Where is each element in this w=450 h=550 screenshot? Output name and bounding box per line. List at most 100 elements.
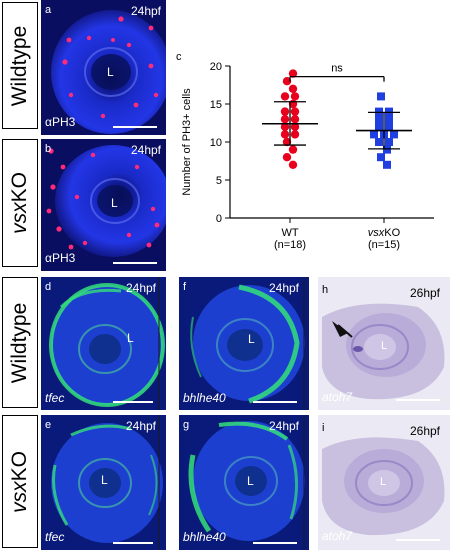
ko-data-point	[377, 153, 385, 162]
timepoint-label-h: 26hpf	[409, 286, 440, 300]
scale-bar-d	[113, 401, 153, 403]
scale-bar-h	[396, 399, 440, 401]
lumen-label-b: L	[111, 196, 118, 210]
panel-letter-f: f	[183, 281, 187, 293]
micrograph-panel-b: b 24hpf L αPH3	[41, 139, 166, 271]
panel-letter-b: b	[45, 143, 52, 155]
lumen-label-a: L	[107, 65, 114, 79]
gene-italic: vsx	[8, 202, 31, 234]
lumen-label-e: L	[101, 473, 108, 487]
y-axis-label: Number of PH3+ cells	[181, 88, 193, 196]
wt-data-point	[290, 130, 300, 139]
wt-data-point	[282, 77, 292, 86]
panel-letter-g: g	[183, 419, 190, 431]
row-label-vsxko-bottom: vsxKO	[2, 415, 38, 548]
panel-letter-a: a	[45, 4, 52, 16]
timepoint-label-d: 24hpf	[125, 281, 156, 295]
lumen-label-d: L	[127, 331, 134, 345]
stain-label-b: αPH3	[45, 251, 76, 265]
group-label: vsxKO	[368, 227, 401, 239]
stain-label-d: tfec	[45, 391, 65, 405]
row-label-text: vsxKO	[8, 172, 32, 234]
stain-label-f: bhlhe40	[183, 391, 226, 405]
retina-image-b	[41, 139, 166, 271]
row-label-wildtype-top: Wildtype	[2, 2, 38, 129]
stain-label-h: atoh7	[322, 390, 353, 404]
micrograph-panel-d: d 24hpf L tfec	[41, 277, 166, 410]
gene-italic: vsx	[8, 480, 31, 513]
ko-data-point	[375, 138, 383, 146]
retina-image-e	[41, 415, 166, 550]
ko-data-point	[375, 115, 383, 124]
wt-data-point	[280, 107, 290, 116]
y-tick-label: 15	[210, 99, 222, 111]
y-tick-label: 10	[210, 137, 222, 149]
panel-letter-i: i	[322, 422, 325, 434]
scale-bar-f	[253, 401, 297, 403]
ish-image-h	[318, 277, 450, 410]
wt-data-point	[288, 145, 298, 154]
micrograph-panel-e: e 24hpf L tfec	[41, 415, 166, 550]
scale-bar-b	[113, 262, 157, 264]
ish-panel-h: h 26hpf L atoh7	[318, 277, 450, 410]
wt-data-point	[290, 92, 300, 101]
timepoint-label-g: 24hpf	[268, 419, 299, 433]
y-tick-label: 20	[210, 61, 222, 73]
ko-data-point	[385, 138, 393, 146]
row-label-vsxko-top: vsxKO	[2, 139, 38, 267]
ko-data-point	[377, 92, 385, 101]
scale-bar-a	[113, 126, 157, 128]
ish-panel-i: i 26hpf L atoh7	[318, 415, 450, 550]
wt-data-point	[290, 122, 300, 131]
timepoint-label-a: 24hpf	[130, 4, 161, 18]
group-n-label: (n=18)	[274, 239, 306, 251]
retina-image-d	[41, 277, 166, 410]
wt-data-point	[280, 130, 290, 139]
retina-image-f	[179, 277, 309, 410]
retina-image-g	[179, 415, 309, 550]
y-tick-label: 5	[216, 175, 222, 187]
row-label-text: Wildtype	[8, 302, 31, 383]
retina-image-a	[41, 0, 166, 135]
ko-data-point	[390, 130, 398, 139]
wt-data-point	[288, 69, 298, 78]
ko-suffix: KO	[8, 450, 31, 481]
lumen-label-i: L	[380, 476, 387, 488]
ko-data-point	[375, 122, 383, 131]
ko-data-point	[375, 107, 383, 116]
ko-data-point	[385, 122, 393, 131]
stain-label-g: bhlhe40	[183, 530, 226, 544]
stain-label-i: atoh7	[322, 529, 353, 543]
row-label-text: vsxKO	[8, 451, 32, 513]
wt-data-point	[282, 153, 292, 162]
scale-bar-e	[113, 542, 153, 544]
wt-data-point	[282, 137, 292, 147]
y-tick-label: 0	[216, 213, 222, 225]
panel-letter-c: c	[176, 51, 182, 63]
ko-data-point	[383, 160, 391, 169]
wt-data-point	[280, 122, 290, 131]
wt-data-point	[280, 115, 290, 124]
group-label: WT	[281, 227, 298, 239]
ko-data-point	[385, 115, 393, 124]
group-n-label: (n=15)	[368, 239, 400, 251]
wt-data-point	[290, 115, 300, 124]
ph3-scatter-chart: 0 5 10 15 20 Number of PH3+ cells WT(n=18) vsxK…	[181, 61, 434, 251]
scale-bar-i	[396, 539, 440, 541]
timepoint-label-e: 24hpf	[125, 419, 156, 433]
panel-letter-d: d	[45, 281, 52, 293]
timepoint-label-b: 24hpf	[130, 143, 161, 157]
ko-data-point	[370, 130, 378, 139]
wt-data-point	[288, 84, 298, 93]
panel-letter-e: e	[45, 419, 52, 431]
stain-label-e: tfec	[45, 530, 65, 544]
lumen-label-f: L	[248, 332, 255, 346]
ko-data-point	[385, 107, 393, 116]
wt-data-point	[290, 107, 300, 116]
micrograph-panel-a: a 24hpf L αPH3	[41, 0, 166, 135]
stain-label-a: αPH3	[45, 115, 76, 129]
row-label-wildtype-bottom: Wildtype	[2, 277, 38, 408]
micrograph-panel-g: g 24hpf L bhlhe40	[179, 415, 309, 550]
micrograph-panel-f: f 24hpf L bhlhe40	[179, 277, 309, 410]
ish-image-i	[318, 415, 450, 550]
